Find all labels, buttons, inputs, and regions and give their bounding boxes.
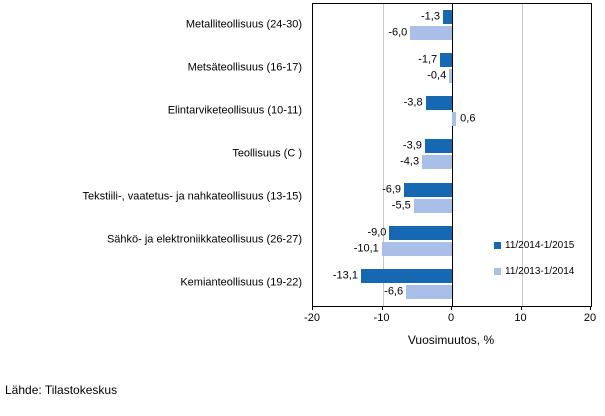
x-tick-label: -20: [304, 312, 320, 324]
legend-swatch: [494, 242, 501, 249]
value-label: -1,3: [420, 10, 440, 23]
value-label: 0,6: [460, 112, 476, 125]
value-label: -3,8: [403, 96, 423, 109]
x-tick-mark: [312, 306, 313, 310]
category-label: Tekstiili-, vaatetus- ja nahkateollisuus…: [82, 190, 303, 203]
x-tick-mark: [520, 306, 522, 310]
category-label: Teollisuus (C ): [232, 147, 302, 160]
value-label: -5,5: [391, 199, 411, 212]
bar: [424, 139, 452, 154]
category-label: Metsäteollisuus (16-17): [187, 61, 302, 74]
bar: [422, 155, 452, 170]
bar: [425, 96, 452, 111]
plot-area: -1,3 -1,7 -3,8 -3,9 -6,9 -9,0 -13,1 -6,0 -0,4 0,6…: [312, 3, 592, 307]
bar: [442, 10, 452, 24]
value-label: -3,9: [402, 139, 422, 152]
source-note: Lähde: Tilastokeskus: [5, 383, 118, 397]
legend-label: 11/2013-1/2014: [505, 266, 575, 277]
x-tick-mark: [451, 306, 452, 310]
legend-label: 11/2014-1/2015: [505, 240, 575, 251]
value-label: -10,1: [353, 242, 379, 255]
value-label: -9,0: [367, 226, 387, 239]
bar: [406, 284, 452, 299]
zero-axis-line: [452, 4, 453, 306]
x-axis-title: Vuosimuutos, %: [407, 333, 495, 347]
bar: [410, 26, 452, 40]
value-label: -6,9: [382, 183, 402, 196]
gridline: [382, 4, 384, 306]
x-tick-mark: [590, 306, 591, 310]
bar: [389, 225, 452, 240]
bar: [360, 268, 452, 283]
x-tick-label: 10: [514, 312, 527, 324]
legend-swatch: [494, 268, 501, 275]
category-label: Elintarviketeollisuus (10-11): [167, 104, 302, 117]
category-axis: Metalliteollisuus (24-30) Metsäteollisuus…: [0, 3, 303, 305]
bar: [413, 198, 452, 213]
bar: [440, 53, 452, 68]
x-axis: -20 -10 0 10 20: [304, 306, 596, 326]
x-tick-label: 0: [447, 312, 455, 324]
bar: [449, 69, 452, 84]
value-label: -1,7: [418, 53, 438, 66]
gridline: [521, 4, 523, 306]
x-tick-label: 20: [583, 312, 597, 324]
value-label: -0,4: [427, 69, 447, 82]
value-label: -4,3: [400, 155, 420, 168]
x-tick-label: -10: [373, 312, 390, 324]
bar: [404, 182, 452, 197]
category-label: Kemianteollisuus (19-22): [180, 276, 302, 289]
value-label: -6,0: [388, 26, 408, 39]
bar: [452, 112, 457, 127]
bar: [381, 241, 452, 256]
category-label: Sähkö- ja elektroniikkateollisuus (26-27…: [106, 233, 302, 246]
x-tick-mark: [381, 306, 383, 310]
value-label: -6,6: [384, 285, 404, 298]
value-label: -13,1: [332, 269, 358, 282]
category-label: Metalliteollisuus (24-30): [185, 18, 302, 31]
